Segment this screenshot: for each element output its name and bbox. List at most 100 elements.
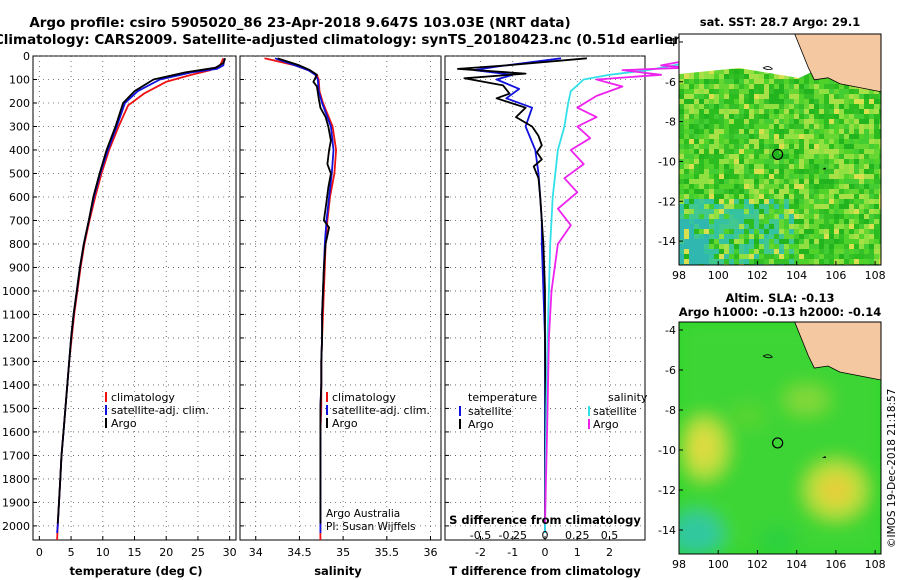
s-difference-tick-label: 0 — [542, 529, 549, 542]
salinity-profile-panel: 34 34.5 35 35.5 36 climatologysatellite-adj. … — [239, 55, 442, 559]
title-line-2: Climatology: CARS2009. Satellite-adjuste… — [0, 32, 686, 48]
x-tick-label: 34.5 — [287, 546, 312, 559]
map-lat-label: -14 — [658, 235, 676, 248]
map-lat-label: -10 — [658, 444, 676, 457]
credit-line-2: PI: Susan Wijffels — [326, 521, 416, 533]
depth-tick-label: 900 — [9, 261, 30, 274]
legend-label: satellite — [593, 405, 637, 418]
map-lat-label: -6 — [665, 76, 676, 89]
map-lon-label: 102 — [747, 558, 768, 571]
map-lon-label: 98 — [672, 558, 686, 571]
depth-tick-label: 1300 — [2, 355, 30, 368]
legend-label: satellite-adj. clim. — [111, 404, 209, 417]
depth-tick-label: 1400 — [2, 379, 30, 392]
x-tick-label: 15 — [128, 546, 142, 559]
land-mass — [794, 34, 881, 93]
depth-tick-label: 0 — [23, 50, 30, 63]
series-line-argo — [56, 57, 227, 524]
panel-frame — [32, 55, 237, 541]
map-lon-label: 106 — [825, 558, 846, 571]
legend-label: satellite-adj. clim. — [332, 404, 430, 417]
x-tick-label: 0 — [542, 546, 549, 559]
depth-tick-label: 200 — [9, 97, 30, 110]
map-lon-label: 100 — [708, 269, 729, 282]
x-tick-label: 30 — [223, 546, 237, 559]
x-tick-label: 0 — [36, 546, 43, 559]
map-frame — [678, 321, 882, 555]
title-line-1: Argo profile: csiro 5905020_86 23-Apr-20… — [29, 15, 570, 31]
map-lon-label: 104 — [786, 558, 807, 571]
depth-tick-label: 300 — [9, 120, 30, 133]
legend-label: climatology — [111, 391, 175, 404]
depth-tick-label: 1900 — [2, 496, 30, 509]
map-lat-label: -4 — [665, 36, 676, 49]
s-difference-tick-label: -0.25 — [499, 529, 527, 542]
sla-map: 98 100 102 104 106 108 -4 -6 -8 -10 -12 -14 — [658, 321, 886, 571]
map-frame — [678, 33, 882, 266]
series-line-satellite — [544, 57, 713, 534]
t-difference-axis-label: T difference from climatology — [449, 564, 641, 578]
legend-label: Argo — [332, 417, 358, 430]
map-lon-label: 104 — [786, 269, 807, 282]
depth-tick-label: 800 — [9, 238, 30, 251]
depth-tick-label: 400 — [9, 144, 30, 157]
temperature-axis-label: temperature (deg C) — [69, 564, 202, 578]
x-tick-label: 1 — [574, 546, 581, 559]
map-lon-label: 98 — [672, 269, 686, 282]
salinity-axis-label: salinity — [314, 564, 362, 578]
map-lat-label: -14 — [658, 524, 676, 537]
legend-label: Argo — [111, 417, 137, 430]
x-tick-label: 20 — [159, 546, 173, 559]
x-tick-label: -1 — [507, 546, 518, 559]
map-lat-label: -8 — [665, 116, 676, 129]
series-line-satellite-adj-clim- — [274, 57, 335, 533]
profile-location-marker — [772, 148, 784, 161]
map-field — [679, 322, 881, 554]
s-difference-tick-label: 0.5 — [601, 529, 619, 542]
x-tick-label: 10 — [96, 546, 110, 559]
x-tick-label: 36 — [424, 546, 438, 559]
map-lat-label: -6 — [665, 364, 676, 377]
depth-tick-label: 2000 — [2, 520, 30, 533]
s-difference-tick-label: 0.25 — [565, 529, 590, 542]
legend-title-salinity: salinity — [608, 391, 648, 404]
series-line-satellite-adj-clim- — [56, 58, 226, 534]
legend-title-temperature: temperature — [468, 391, 537, 404]
sst-map: 98 100 102 104 106 108 -4 -6 -8 -10 -12 -14 — [658, 33, 886, 282]
depth-axis-labels: 0 100 200 300 400 500 600 700 800 900 1000 1100 1200… — [2, 50, 30, 533]
land-mass — [794, 322, 881, 381]
depth-tick-label: 1000 — [2, 285, 30, 298]
x-tick-label: 34 — [249, 546, 263, 559]
depth-tick-label: 1800 — [2, 473, 30, 486]
map-lon-label: 106 — [825, 269, 846, 282]
legend-label: Argo — [468, 418, 494, 431]
s-difference-axis-label: S difference from climatology — [449, 513, 641, 527]
depth-tick-label: 100 — [9, 73, 30, 86]
depth-tick-label: 500 — [9, 167, 30, 180]
map-field — [679, 34, 881, 265]
depth-tick-label: 1700 — [2, 449, 30, 462]
panel-frame — [239, 55, 442, 541]
sla-map-title-1: Altim. SLA: -0.13 — [725, 291, 834, 305]
s-difference-tick-label: -0.5 — [470, 529, 491, 542]
series-line-argo — [457, 57, 587, 524]
map-lon-label: 108 — [865, 558, 886, 571]
map-lat-label: -10 — [658, 155, 676, 168]
legend-label: satellite — [468, 405, 512, 418]
series-line-climatology — [56, 57, 225, 541]
depth-tick-label: 1500 — [2, 402, 30, 415]
legend-label: climatology — [332, 391, 396, 404]
depth-tick-label: 600 — [9, 191, 30, 204]
map-lat-label: -12 — [658, 195, 676, 208]
series-line-climatology — [264, 57, 337, 540]
sla-map-title-2: Argo h1000: -0.13 h2000: -0.14 — [679, 305, 882, 319]
map-lat-label: -8 — [665, 404, 676, 417]
series-line-argo — [544, 57, 700, 524]
map-lon-label: 108 — [865, 269, 886, 282]
x-tick-label: 5 — [68, 546, 75, 559]
map-lat-label: -12 — [658, 484, 676, 497]
depth-tick-label: 1100 — [2, 308, 30, 321]
